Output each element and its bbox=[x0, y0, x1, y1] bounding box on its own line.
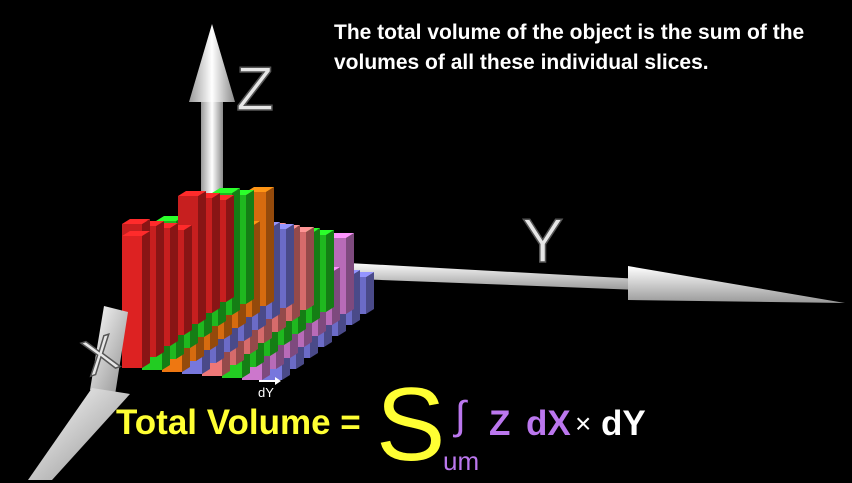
slice-block-side bbox=[156, 221, 164, 357]
formula-integrand-z: Z bbox=[489, 404, 510, 444]
formula-integral-sign: ∫ bbox=[455, 394, 466, 439]
z-axis-label: Z bbox=[236, 55, 274, 124]
slice-block-side bbox=[142, 219, 150, 368]
slice-block-side bbox=[346, 233, 354, 314]
formula-times: × bbox=[575, 408, 591, 440]
slice-block-side bbox=[198, 191, 206, 324]
slice-block-side bbox=[170, 223, 178, 346]
y-axis-arrowhead bbox=[628, 266, 845, 303]
dy-label: dY bbox=[258, 385, 274, 400]
slice-block-side bbox=[306, 227, 314, 310]
y-axis-label: Y bbox=[522, 207, 563, 276]
slice-block-side bbox=[246, 190, 254, 304]
slice-block-side bbox=[212, 193, 220, 313]
slice-block-side bbox=[286, 224, 294, 308]
z-axis-arrowhead bbox=[189, 24, 235, 102]
y-axis-shaft bbox=[330, 262, 640, 290]
y-axis bbox=[330, 262, 845, 303]
slice-front-face bbox=[122, 236, 142, 368]
formula-sum-um: um bbox=[443, 446, 479, 477]
slice-block-side bbox=[184, 225, 192, 335]
formula-sum-s: S bbox=[376, 373, 445, 477]
formula-total-volume: Total Volume = bbox=[116, 403, 361, 443]
slice-block-side bbox=[366, 272, 374, 314]
volume-slices bbox=[122, 187, 374, 380]
caption-text: The total volume of the object is the su… bbox=[334, 18, 844, 78]
formula-dx: dX bbox=[526, 404, 571, 444]
formula-dy: dY bbox=[601, 404, 646, 444]
slice-block-side bbox=[326, 230, 334, 312]
slice-block-side bbox=[226, 195, 234, 302]
x-axis-arrowhead bbox=[28, 388, 130, 480]
slice-block-side bbox=[266, 187, 274, 306]
